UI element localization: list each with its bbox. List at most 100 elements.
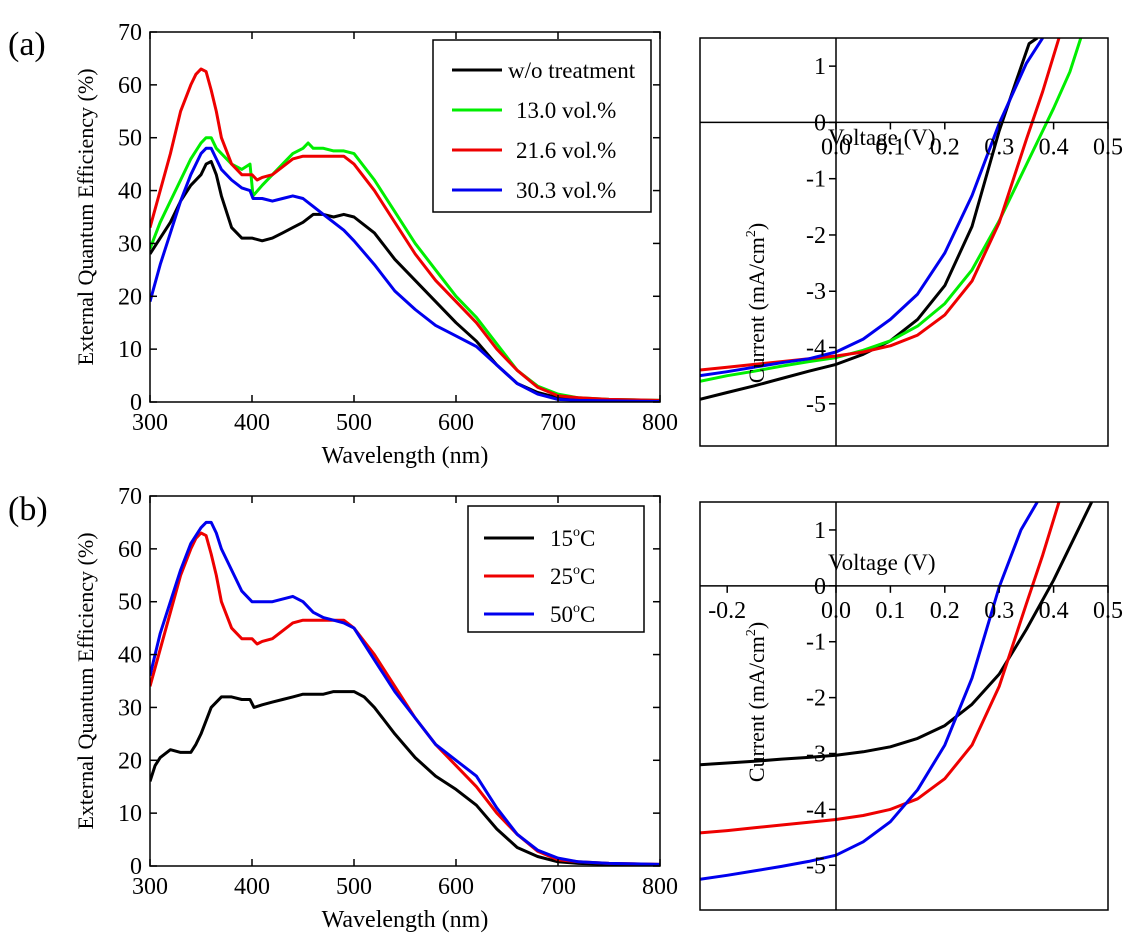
eqe-a-ytick-label-4: 40 bbox=[118, 179, 142, 205]
panel-label-a: (a) bbox=[8, 26, 46, 63]
jv-a-axes: 0.0 0.1 0.2 0.3 0.4 0.5 -5 -4 -3 -2 -1 0 1 bbox=[700, 38, 1123, 446]
jv-b-ytick-label-4: -1 bbox=[806, 630, 826, 656]
jv-a-xtick-label-3: 0.3 bbox=[984, 134, 1014, 160]
eqe-b-xtick-label-1: 400 bbox=[234, 874, 270, 900]
jv-a-xtick-label-2: 0.2 bbox=[930, 134, 960, 160]
jv-b-series-line-1 bbox=[700, 502, 1094, 767]
eqe-b-series-line-1 bbox=[150, 690, 660, 866]
eqe-a-ylabel: External Quantum Efficiency (%) bbox=[73, 68, 98, 365]
eqe-b-xlabel: Wavelength (nm) bbox=[322, 907, 489, 933]
jv-b-ytick-label-6: 1 bbox=[814, 518, 826, 544]
jv-a-series-line-4 bbox=[700, 38, 1044, 378]
eqe-b-ylabel: External Quantum Efficiency (%) bbox=[73, 532, 98, 829]
jv-a-xtick-label-4: 0.4 bbox=[1039, 134, 1069, 160]
eqe-a-legend-label-4: 30.3 vol.% bbox=[516, 178, 616, 203]
jv-b-xtick-label-6: 0.5 bbox=[1093, 598, 1123, 624]
eqe-b-ytick-label-4: 40 bbox=[118, 643, 142, 669]
jv-a-xlabel: Voltage (V) bbox=[828, 125, 936, 150]
eqe-b-legend-box bbox=[467, 505, 645, 633]
eqe-b-xtick-label-5: 800 bbox=[642, 874, 678, 900]
eqe-a-series-line-2 bbox=[150, 136, 660, 402]
jv-b-xtick-label-0: -0.2 bbox=[708, 598, 746, 624]
jv-b-frame bbox=[699, 501, 1109, 911]
eqe-a-ticks: 300 400 500 600 700 800 0 10 20 30 40 50 60 70 bbox=[118, 20, 678, 436]
eqe-b-ytick-label-6: 60 bbox=[118, 537, 142, 563]
jv-b-xtick-label-1: 0.0 bbox=[821, 598, 851, 624]
jv-a-series-line-2 bbox=[700, 38, 1083, 383]
jv-a-series-group bbox=[700, 38, 1083, 401]
jv-a-frame bbox=[699, 37, 1109, 447]
eqe-b-ytick-label-2: 20 bbox=[118, 748, 142, 774]
eqe-a-legend-label-1: w/o treatment bbox=[508, 58, 636, 83]
jv-chart-b: -0.2 0.0 0.1 0.2 0.3 0.4 0.5 -5 -4 -3 -2 -1 0 1 Volta… bbox=[699, 501, 1123, 911]
jv-a-ytick-label-1: -4 bbox=[806, 336, 826, 362]
jv-b-xtick-label-4: 0.3 bbox=[984, 598, 1014, 624]
eqe-b-xtick-label-3: 600 bbox=[438, 874, 474, 900]
jv-a-series-line-3 bbox=[700, 38, 1061, 372]
eqe-b-legend-label-2: 25oC bbox=[550, 563, 595, 589]
jv-a-xtick-label-1: 0.1 bbox=[875, 134, 905, 160]
jv-b-series-line-2 bbox=[700, 502, 1061, 835]
jv-a-xtick-label-5: 0.5 bbox=[1093, 134, 1123, 160]
jv-b-ytick-label-5: 0 bbox=[814, 574, 826, 600]
eqe-b-ytick-label-3: 30 bbox=[118, 695, 142, 721]
jv-b-axes: -0.2 0.0 0.1 0.2 0.3 0.4 0.5 -5 -4 -3 -2 -1 0 1 bbox=[700, 502, 1123, 910]
eqe-chart-a: 300 400 500 600 700 800 0 10 20 30 40 50 60 70 Wavele… bbox=[73, 20, 678, 469]
eqe-a-legend-label-2: 13.0 vol.% bbox=[516, 98, 616, 123]
jv-b-series-group bbox=[700, 502, 1094, 881]
jv-b-series-line-3 bbox=[700, 502, 1039, 881]
eqe-b-frame bbox=[149, 495, 661, 867]
eqe-a-legend-label-3: 21.6 vol.% bbox=[516, 138, 616, 163]
eqe-a-ytick-label-1: 10 bbox=[118, 337, 142, 363]
eqe-b-series-group bbox=[150, 520, 660, 866]
jv-a-ytick-label-5: 0 bbox=[814, 110, 826, 136]
eqe-b-ytick-label-5: 50 bbox=[118, 590, 142, 616]
eqe-a-ytick-label-2: 20 bbox=[118, 284, 142, 310]
eqe-a-ytick-label-7: 70 bbox=[118, 20, 142, 46]
eqe-a-legend: w/o treatment 13.0 vol.% 21.6 vol.% 30.3… bbox=[432, 39, 652, 213]
eqe-b-ticks: 300 400 500 600 700 800 0 10 20 30 40 50 60 70 bbox=[118, 484, 678, 900]
panel-label-b: (b) bbox=[8, 491, 48, 528]
jv-a-ytick-label-4: -1 bbox=[806, 167, 826, 193]
eqe-a-xtick-label-0: 300 bbox=[132, 410, 168, 436]
jv-b-xtick-label-3: 0.2 bbox=[930, 598, 960, 624]
eqe-a-ytick-label-5: 50 bbox=[118, 126, 142, 152]
eqe-b-xtick-label-0: 300 bbox=[132, 874, 168, 900]
eqe-a-ytick-label-6: 60 bbox=[118, 73, 142, 99]
eqe-b-legend: 15oC 25oC 50oC bbox=[467, 505, 645, 633]
jv-b-ytick-label-1: -4 bbox=[806, 797, 826, 823]
eqe-a-series-group bbox=[150, 67, 660, 402]
eqe-b-series-line-2 bbox=[150, 531, 660, 866]
eqe-a-frame bbox=[149, 31, 661, 403]
eqe-a-xtick-label-3: 600 bbox=[438, 410, 474, 436]
eqe-a-ytick-label-3: 30 bbox=[118, 231, 142, 257]
jv-b-ytick-label-2: -3 bbox=[806, 742, 826, 768]
jv-b-xtick-label-2: 0.1 bbox=[875, 598, 905, 624]
jv-a-xtick-label-0: 0.0 bbox=[821, 134, 851, 160]
eqe-b-xtick-label-2: 500 bbox=[336, 874, 372, 900]
jv-b-xlabel: Voltage (V) bbox=[828, 550, 936, 575]
jv-b-ylabel: Current (mA/cm2) bbox=[744, 622, 769, 782]
jv-a-ytick-label-2: -3 bbox=[806, 279, 826, 305]
eqe-a-xtick-label-1: 400 bbox=[234, 410, 270, 436]
eqe-a-ytick-label-0: 0 bbox=[130, 390, 142, 416]
jv-a-ytick-label-0: -5 bbox=[806, 392, 826, 418]
eqe-b-series-line-3 bbox=[150, 520, 660, 866]
eqe-b-ytick-label-7: 70 bbox=[118, 484, 142, 510]
eqe-a-xtick-label-4: 700 bbox=[540, 410, 576, 436]
eqe-b-xtick-label-4: 700 bbox=[540, 874, 576, 900]
jv-a-ylabel: Current (mA/cm2) bbox=[744, 223, 769, 383]
jv-b-ytick-label-0: -5 bbox=[806, 853, 826, 879]
jv-chart-a: 0.0 0.1 0.2 0.3 0.4 0.5 -5 -4 -3 -2 -1 0 1 Voltage (… bbox=[699, 37, 1123, 447]
eqe-b-legend-label-1: 15oC bbox=[550, 525, 595, 551]
jv-b-xtick-label-5: 0.4 bbox=[1039, 598, 1069, 624]
eqe-a-xtick-label-2: 500 bbox=[336, 410, 372, 436]
eqe-b-ytick-label-1: 10 bbox=[118, 801, 142, 827]
jv-a-ytick-label-3: -2 bbox=[806, 223, 826, 249]
eqe-a-xtick-label-5: 800 bbox=[642, 410, 678, 436]
eqe-chart-b: 300 400 500 600 700 800 0 10 20 30 40 50 60 70 Wavele… bbox=[73, 484, 678, 933]
eqe-b-ytick-label-0: 0 bbox=[130, 854, 142, 880]
jv-a-ytick-label-6: 1 bbox=[814, 54, 826, 80]
eqe-a-xlabel: Wavelength (nm) bbox=[322, 443, 489, 469]
